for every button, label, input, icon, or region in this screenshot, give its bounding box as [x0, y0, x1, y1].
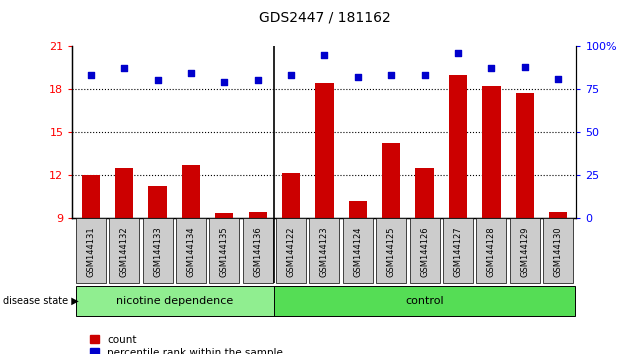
Bar [515, 93, 534, 218]
Bar [482, 86, 500, 218]
Point [386, 72, 396, 78]
Bar [443, 218, 473, 283]
Point [219, 79, 229, 85]
Point [553, 76, 563, 81]
Text: GSM144135: GSM144135 [220, 227, 229, 277]
Text: GSM144131: GSM144131 [86, 227, 95, 277]
Point [520, 64, 530, 69]
Point [286, 72, 296, 78]
Point [186, 71, 196, 76]
Text: GSM144123: GSM144123 [320, 227, 329, 277]
Point [453, 50, 463, 56]
Bar [76, 218, 106, 283]
Bar [309, 218, 340, 283]
Bar [476, 218, 507, 283]
Text: GSM144132: GSM144132 [120, 227, 129, 277]
Bar [149, 186, 167, 218]
Point [319, 52, 329, 57]
Point [119, 65, 129, 71]
Point [420, 72, 430, 78]
Text: GSM144124: GSM144124 [353, 227, 362, 277]
Legend: count, percentile rank within the sample: count, percentile rank within the sample [90, 335, 283, 354]
Text: GSM144134: GSM144134 [186, 227, 195, 277]
Bar [510, 218, 540, 283]
Text: GSM144130: GSM144130 [554, 227, 563, 277]
Bar [348, 200, 367, 218]
Point [86, 72, 96, 78]
Bar [142, 218, 173, 283]
Bar [276, 218, 306, 283]
Bar [115, 168, 134, 218]
Text: GSM144122: GSM144122 [287, 227, 295, 277]
Point [253, 78, 263, 83]
Text: GSM144133: GSM144133 [153, 227, 162, 277]
Bar [382, 143, 401, 218]
Bar [282, 173, 301, 218]
Text: GSM144126: GSM144126 [420, 227, 429, 277]
Text: GSM144125: GSM144125 [387, 227, 396, 277]
Bar [376, 218, 406, 283]
Point [353, 74, 363, 80]
Text: GSM144128: GSM144128 [487, 227, 496, 277]
Bar [215, 213, 234, 218]
Bar [182, 165, 200, 218]
Bar [209, 218, 239, 283]
Bar [109, 218, 139, 283]
Bar [315, 83, 334, 218]
Bar [82, 175, 100, 218]
Text: control: control [405, 296, 444, 306]
Text: disease state ▶: disease state ▶ [3, 296, 79, 306]
Text: GDS2447 / 181162: GDS2447 / 181162 [258, 11, 391, 25]
Bar [76, 286, 289, 316]
Bar [415, 168, 434, 218]
Bar [275, 286, 575, 316]
Point [486, 65, 496, 71]
Bar [248, 212, 267, 218]
Bar [343, 218, 373, 283]
Bar [243, 218, 273, 283]
Text: GSM144136: GSM144136 [253, 227, 262, 277]
Text: nicotine dependence: nicotine dependence [116, 296, 233, 306]
Bar [176, 218, 206, 283]
Bar [543, 218, 573, 283]
Bar [410, 218, 440, 283]
Point [152, 78, 163, 83]
Text: GSM144127: GSM144127 [454, 227, 462, 277]
Text: GSM144129: GSM144129 [520, 227, 529, 277]
Bar [449, 75, 467, 218]
Bar [549, 212, 567, 218]
